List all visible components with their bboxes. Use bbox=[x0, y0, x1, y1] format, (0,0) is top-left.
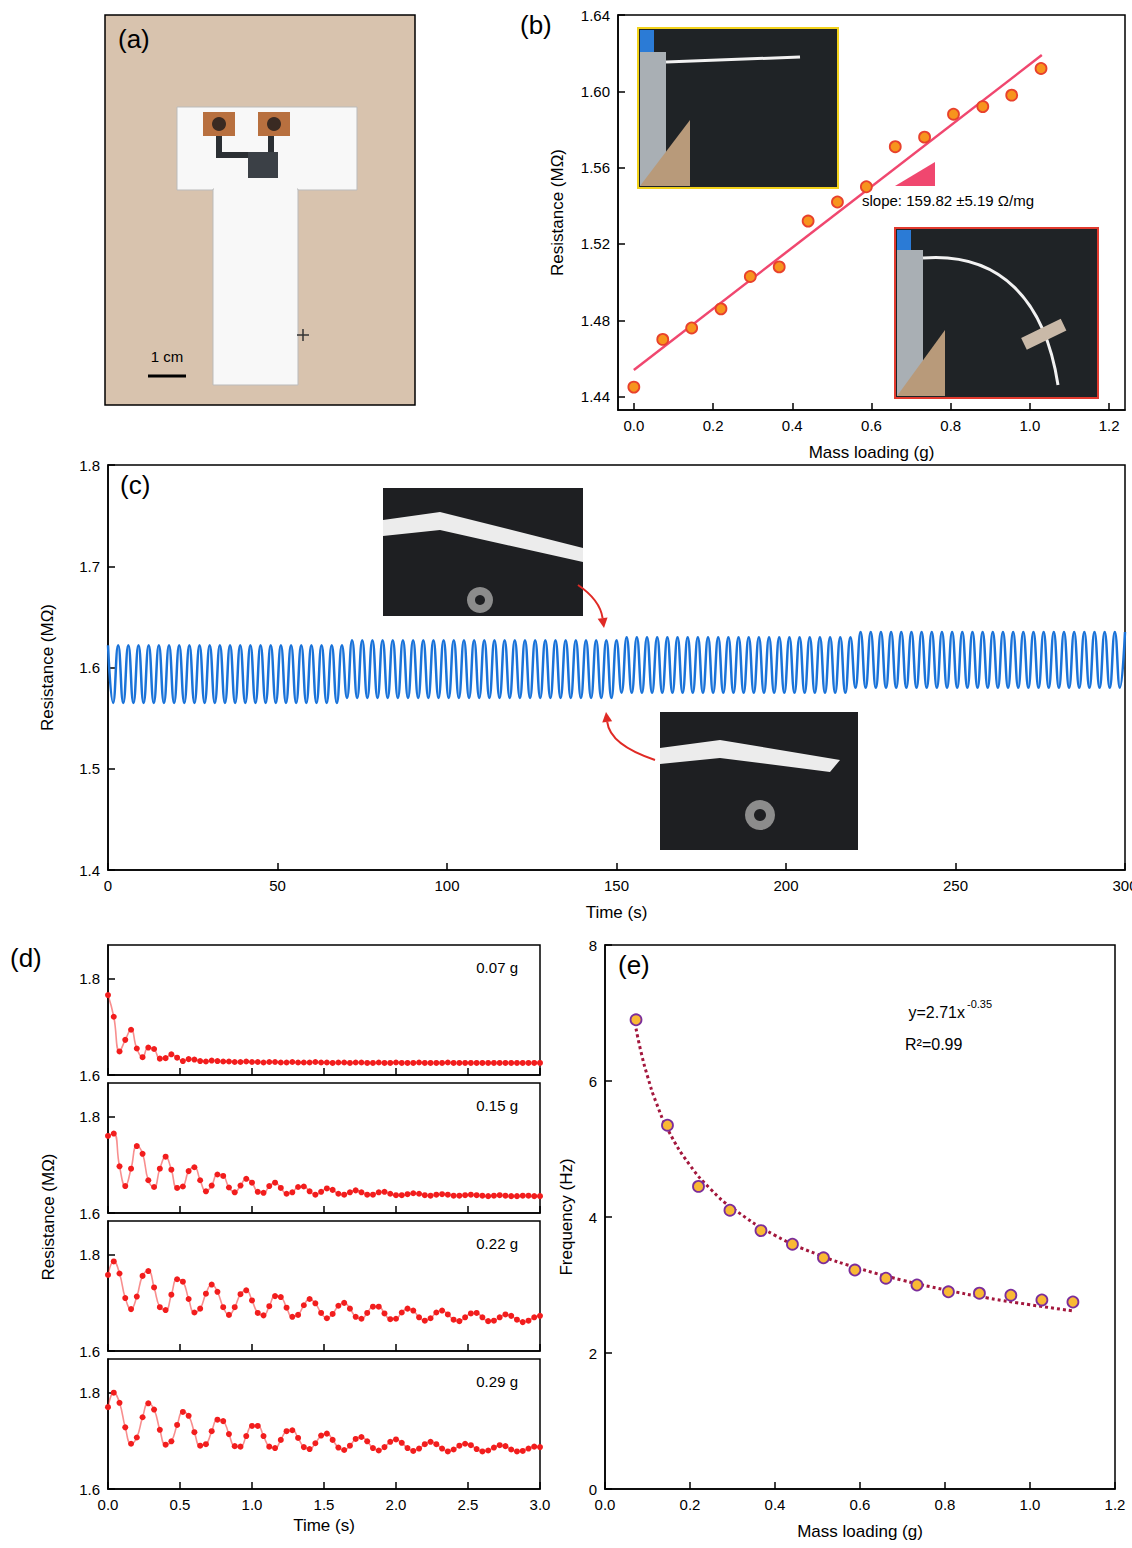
svg-text:1.7: 1.7 bbox=[79, 558, 100, 575]
svg-text:Resistance (MΩ): Resistance (MΩ) bbox=[38, 604, 57, 731]
svg-text:1.8: 1.8 bbox=[79, 1108, 100, 1125]
svg-text:1.2: 1.2 bbox=[1105, 1496, 1126, 1513]
svg-text:-0.35: -0.35 bbox=[967, 998, 992, 1010]
svg-text:1.44: 1.44 bbox=[581, 388, 610, 405]
svg-text:(a): (a) bbox=[118, 24, 150, 54]
svg-text:1.48: 1.48 bbox=[581, 312, 610, 329]
svg-text:slope: 159.82 ±5.19 Ω/mg: slope: 159.82 ±5.19 Ω/mg bbox=[862, 192, 1034, 209]
svg-text:0.0: 0.0 bbox=[595, 1496, 616, 1513]
svg-text:1.6: 1.6 bbox=[79, 1343, 100, 1360]
svg-text:Resistance (MΩ): Resistance (MΩ) bbox=[39, 1153, 58, 1280]
svg-text:0.8: 0.8 bbox=[935, 1496, 956, 1513]
svg-text:0.07 g: 0.07 g bbox=[476, 959, 518, 976]
svg-text:4: 4 bbox=[589, 1209, 597, 1226]
svg-text:Frequency (Hz): Frequency (Hz) bbox=[557, 1158, 576, 1275]
svg-text:Mass loading (g): Mass loading (g) bbox=[797, 1522, 923, 1541]
svg-text:0.0: 0.0 bbox=[98, 1496, 119, 1513]
svg-text:(b): (b) bbox=[520, 10, 552, 40]
svg-text:0.2: 0.2 bbox=[680, 1496, 701, 1513]
svg-text:1.5: 1.5 bbox=[314, 1496, 335, 1513]
svg-text:0.15 g: 0.15 g bbox=[476, 1097, 518, 1114]
svg-text:Time (s): Time (s) bbox=[293, 1516, 355, 1535]
svg-text:50: 50 bbox=[269, 877, 286, 894]
svg-text:1.60: 1.60 bbox=[581, 83, 610, 100]
svg-text:0.29 g: 0.29 g bbox=[476, 1373, 518, 1390]
svg-text:6: 6 bbox=[589, 1073, 597, 1090]
svg-text:100: 100 bbox=[434, 877, 459, 894]
svg-text:1.6: 1.6 bbox=[79, 659, 100, 676]
svg-text:1.2: 1.2 bbox=[1099, 417, 1120, 434]
svg-text:1.6: 1.6 bbox=[79, 1481, 100, 1498]
svg-text:1.0: 1.0 bbox=[242, 1496, 263, 1513]
svg-text:(e): (e) bbox=[618, 950, 650, 980]
svg-text:1.8: 1.8 bbox=[79, 1384, 100, 1401]
svg-text:0.6: 0.6 bbox=[861, 417, 882, 434]
svg-text:1.6: 1.6 bbox=[79, 1205, 100, 1222]
svg-text:0: 0 bbox=[589, 1481, 597, 1498]
svg-text:0.0: 0.0 bbox=[623, 417, 644, 434]
svg-text:0.2: 0.2 bbox=[703, 417, 724, 434]
svg-text:0.5: 0.5 bbox=[170, 1496, 191, 1513]
svg-text:300: 300 bbox=[1112, 877, 1132, 894]
svg-text:8: 8 bbox=[589, 937, 597, 954]
svg-text:0.4: 0.4 bbox=[782, 417, 803, 434]
svg-text:Mass loading (g): Mass loading (g) bbox=[809, 443, 935, 462]
svg-text:2.5: 2.5 bbox=[458, 1496, 479, 1513]
svg-text:1.56: 1.56 bbox=[581, 159, 610, 176]
svg-text:1.6: 1.6 bbox=[79, 1067, 100, 1084]
svg-text:1.8: 1.8 bbox=[79, 1246, 100, 1263]
svg-text:1.8: 1.8 bbox=[79, 457, 100, 474]
svg-text:2.0: 2.0 bbox=[386, 1496, 407, 1513]
svg-text:1.52: 1.52 bbox=[581, 235, 610, 252]
svg-text:0.4: 0.4 bbox=[765, 1496, 786, 1513]
svg-text:200: 200 bbox=[773, 877, 798, 894]
svg-text:3.0: 3.0 bbox=[530, 1496, 551, 1513]
svg-text:R²=0.99: R²=0.99 bbox=[905, 1036, 962, 1053]
svg-text:1.64: 1.64 bbox=[581, 7, 610, 24]
svg-text:0.6: 0.6 bbox=[850, 1496, 871, 1513]
svg-text:1.0: 1.0 bbox=[1020, 417, 1041, 434]
svg-text:Resistance (MΩ): Resistance (MΩ) bbox=[548, 149, 567, 276]
svg-text:2: 2 bbox=[589, 1345, 597, 1362]
svg-text:1.4: 1.4 bbox=[79, 862, 100, 879]
svg-text:y=2.71x: y=2.71x bbox=[909, 1004, 965, 1021]
svg-text:150: 150 bbox=[604, 877, 629, 894]
svg-text:1.8: 1.8 bbox=[79, 970, 100, 987]
svg-text:250: 250 bbox=[943, 877, 968, 894]
svg-text:(d): (d) bbox=[10, 943, 42, 973]
svg-text:1.0: 1.0 bbox=[1020, 1496, 1041, 1513]
svg-text:(c): (c) bbox=[120, 470, 150, 500]
svg-text:0.8: 0.8 bbox=[940, 417, 961, 434]
svg-text:1 cm: 1 cm bbox=[151, 348, 184, 365]
svg-text:Time (s): Time (s) bbox=[586, 903, 648, 922]
svg-text:0: 0 bbox=[104, 877, 112, 894]
svg-text:0.22 g: 0.22 g bbox=[476, 1235, 518, 1252]
svg-text:1.5: 1.5 bbox=[79, 760, 100, 777]
